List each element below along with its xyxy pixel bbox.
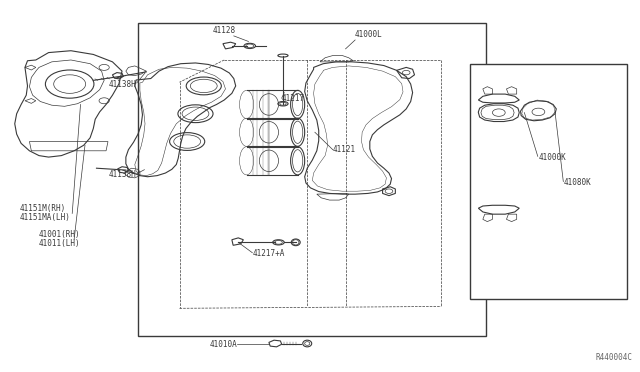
Text: 41001(RH): 41001(RH) bbox=[39, 230, 81, 240]
Text: 41000K: 41000K bbox=[538, 153, 566, 161]
Text: 41128: 41128 bbox=[212, 26, 236, 35]
Text: 41010A: 41010A bbox=[209, 340, 237, 349]
Text: 41138H: 41138H bbox=[109, 170, 137, 179]
Bar bbox=[470, 64, 627, 299]
Text: 41151M(RH): 41151M(RH) bbox=[20, 205, 66, 214]
Text: 41138H: 41138H bbox=[109, 80, 137, 89]
Bar bbox=[138, 23, 486, 336]
Text: 41011(LH): 41011(LH) bbox=[39, 239, 81, 248]
Text: 41080K: 41080K bbox=[564, 178, 592, 187]
Text: 41151MA(LH): 41151MA(LH) bbox=[20, 213, 71, 222]
Text: 41121: 41121 bbox=[333, 145, 356, 154]
Text: 41217+A: 41217+A bbox=[253, 249, 285, 258]
Text: R440004C: R440004C bbox=[596, 353, 633, 362]
Text: 41217: 41217 bbox=[282, 94, 305, 103]
Text: 41000L: 41000L bbox=[355, 30, 383, 39]
